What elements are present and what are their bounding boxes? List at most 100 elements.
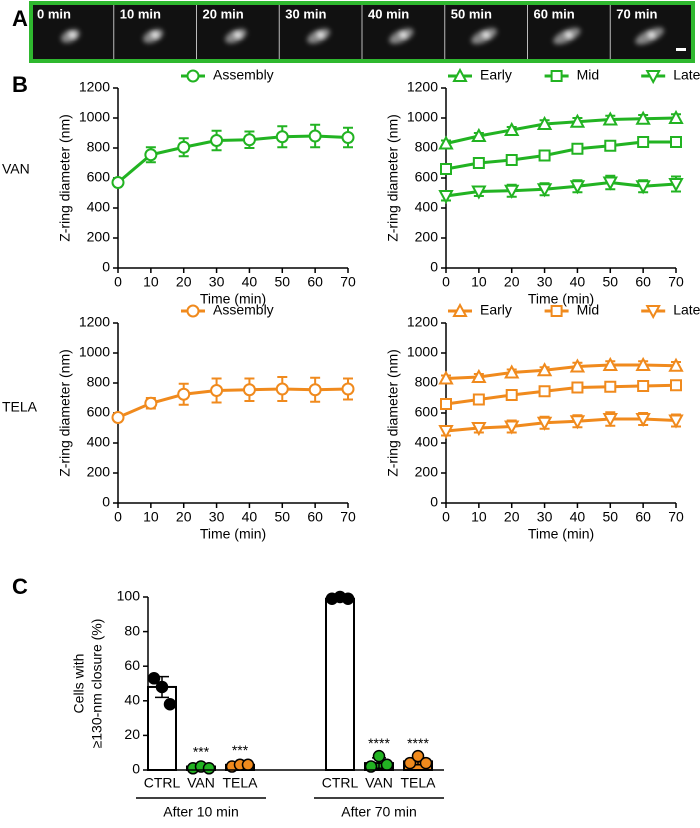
data-point: [155, 680, 169, 694]
y-axis-label: Z-ring diameter (nm): [57, 349, 73, 477]
y-axis-label: Z-ring diameter (nm): [57, 114, 73, 242]
x-axis-label: Time (min): [528, 291, 594, 307]
marker: [471, 422, 487, 437]
marker: [668, 109, 684, 124]
legend-marker: [550, 305, 563, 317]
data-point: [380, 758, 394, 772]
marker: [438, 190, 454, 205]
marker: [242, 383, 256, 397]
legend-marker: [452, 302, 468, 317]
data-point: [403, 756, 417, 770]
marker: [504, 121, 520, 136]
x-tick-label: 70: [340, 274, 356, 290]
x-tick-label: 20: [504, 509, 520, 525]
x-tick-label: 50: [602, 274, 618, 290]
x-tick-label: 60: [307, 274, 323, 290]
cell-spot: [482, 32, 491, 38]
x-tick-label: 10: [143, 509, 159, 525]
significance-label: ****: [368, 735, 390, 751]
data-point: [341, 592, 355, 605]
y-tick-label: 0: [102, 494, 110, 510]
marker: [242, 133, 256, 147]
marker: [668, 414, 684, 429]
cell-spot: [399, 32, 408, 38]
significance-label: ***: [232, 742, 249, 758]
frame-time-label: 60 min: [534, 6, 575, 21]
x-tick-label: 20: [176, 509, 192, 525]
legend-label: Late: [673, 302, 700, 318]
frame-time-label: 10 min: [120, 6, 161, 21]
row-label: TELA: [2, 399, 38, 415]
frame-time-label: 40 min: [368, 6, 409, 21]
marker: [637, 136, 650, 148]
x-tick-label: 40: [570, 509, 586, 525]
panel-label: C: [12, 574, 28, 599]
marker: [670, 379, 682, 392]
marker: [504, 420, 520, 435]
significance-label: ***: [193, 744, 210, 760]
y-tick-label: 800: [87, 374, 111, 390]
series-line: [445, 363, 677, 380]
marker: [471, 368, 487, 383]
marker: [571, 142, 584, 155]
x-tick-label: 10: [143, 274, 159, 290]
marker: [602, 413, 618, 428]
x-tick-label: 60: [635, 274, 651, 290]
y-tick-label: 1200: [79, 314, 110, 330]
cell-spot: [68, 32, 77, 38]
marker: [275, 130, 289, 144]
y-tick-label: 600: [87, 169, 111, 185]
marker: [438, 425, 454, 440]
x-tick-label: 40: [242, 274, 258, 290]
y-tick-label: 200: [415, 229, 439, 245]
legend-label: Late: [673, 67, 700, 83]
marker: [569, 180, 586, 195]
legend-label: Early: [480, 302, 512, 318]
marker: [505, 389, 518, 401]
x-tick-label: 20: [176, 274, 192, 290]
x-tick-label: CTRL: [144, 775, 181, 791]
significance-label: ****: [407, 735, 429, 751]
y-tick-label: 60: [124, 657, 140, 673]
marker: [635, 110, 651, 125]
y-tick-label: 400: [87, 434, 111, 450]
x-axis-label: Time (min): [528, 526, 594, 542]
x-tick-label: 70: [340, 509, 356, 525]
marker: [438, 370, 454, 385]
data-point: [419, 756, 433, 770]
y-tick-label: 600: [415, 404, 439, 420]
x-tick-label: 0: [114, 274, 122, 290]
y-tick-label: 200: [415, 464, 439, 480]
x-tick-label: 60: [635, 509, 651, 525]
y-tick-label: 200: [87, 464, 111, 480]
marker: [471, 185, 487, 200]
x-tick-label: 70: [668, 274, 684, 290]
y-tick-label: 1200: [79, 79, 110, 95]
y-tick-label: 0: [132, 761, 140, 777]
y-tick-label: 40: [124, 692, 140, 708]
y-tick-label: 200: [87, 229, 111, 245]
marker: [635, 356, 651, 371]
y-tick-label: 1000: [79, 344, 110, 360]
marker: [472, 157, 485, 169]
data-point: [163, 698, 177, 711]
x-tick-label: 60: [307, 509, 323, 525]
marker: [144, 396, 158, 410]
marker: [604, 380, 617, 393]
x-tick-label: 40: [242, 509, 258, 525]
data-point: [411, 749, 425, 763]
marker: [177, 140, 191, 154]
marker: [635, 413, 651, 428]
x-tick-label: VAN: [365, 775, 393, 791]
marker: [472, 393, 485, 406]
series-line: [445, 116, 677, 145]
marker: [635, 180, 651, 195]
legend-marker: [645, 305, 661, 320]
x-tick-label: 0: [114, 509, 122, 525]
y-axis-label: Z-ring diameter (nm): [385, 114, 401, 242]
x-tick-label: CTRL: [322, 775, 359, 791]
x-tick-label: 50: [602, 509, 618, 525]
marker: [571, 381, 584, 394]
marker: [602, 176, 618, 191]
row-label: VAN: [2, 161, 30, 177]
